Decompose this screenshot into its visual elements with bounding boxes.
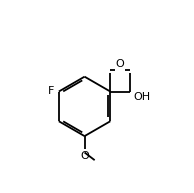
Text: F: F [48,86,55,96]
Text: OH: OH [133,92,151,102]
Text: O: O [80,151,89,161]
Text: O: O [116,59,124,69]
